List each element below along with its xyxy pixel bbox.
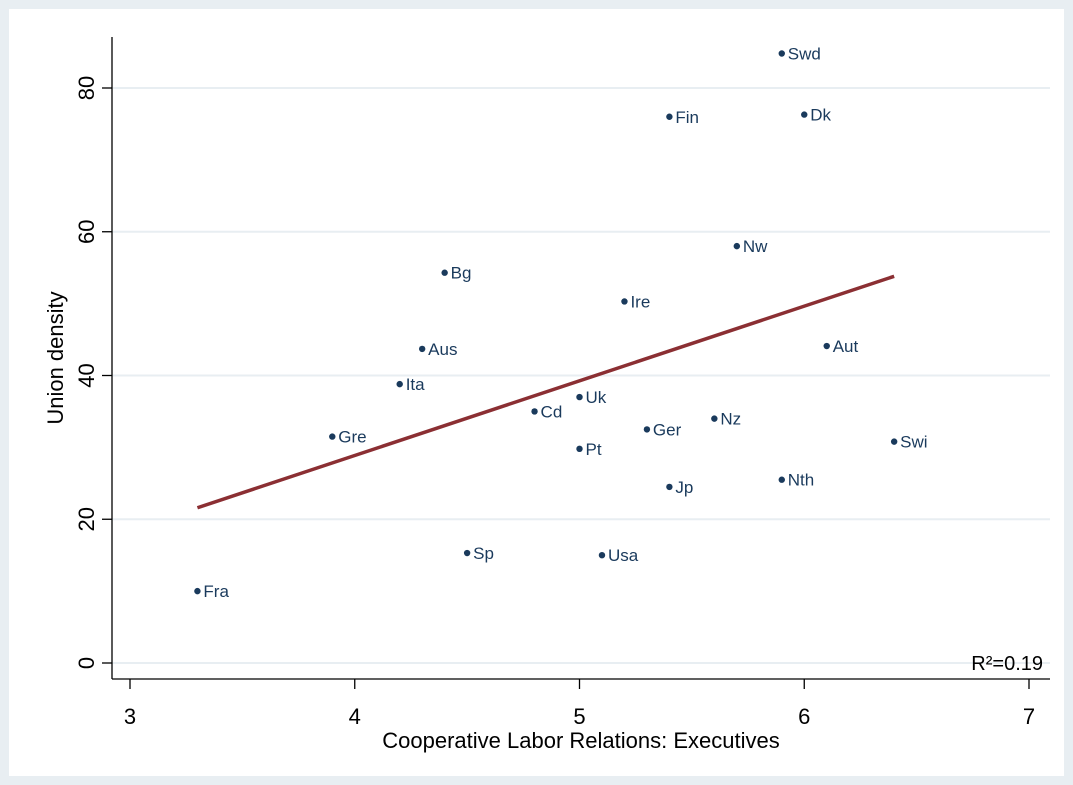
- point-label-ita: Ita: [406, 375, 425, 394]
- y-tick-label-20: 20: [74, 507, 99, 531]
- point-uk: [576, 393, 583, 401]
- point-bg: [441, 269, 448, 276]
- point-label-uk: Uk: [586, 388, 607, 407]
- point-label-bg: Bg: [451, 264, 472, 283]
- point-ger: [643, 426, 651, 433]
- point-label-swi: Swi: [900, 433, 927, 452]
- point-label-aus: Aus: [428, 340, 457, 359]
- point-swd: [778, 50, 785, 57]
- point-nth: [778, 476, 785, 483]
- point-dk: [801, 111, 808, 118]
- point-swi: [890, 438, 898, 445]
- y-axis-title: Union density: [43, 291, 68, 424]
- grid-lines: [112, 87, 1050, 664]
- plot-panel: [9, 9, 1064, 776]
- point-nz: [711, 415, 718, 422]
- point-gre: [329, 433, 336, 440]
- point-label-ire: Ire: [630, 292, 650, 311]
- x-tick-label-5: 5: [573, 704, 585, 729]
- point-label-gre: Gre: [338, 428, 366, 447]
- point-label-jp: Jp: [675, 478, 693, 497]
- fit-line: [196, 274, 895, 510]
- point-fin: [666, 113, 673, 120]
- point-aut: [823, 342, 830, 350]
- fit-line-group: [196, 274, 895, 510]
- y-tick-label-40: 40: [74, 363, 99, 387]
- x-tick-label-6: 6: [798, 704, 810, 729]
- point-label-usa: Usa: [608, 546, 639, 565]
- point-label-sp: Sp: [473, 544, 494, 563]
- point-label-aut: Aut: [833, 337, 859, 356]
- point-label-pt: Pt: [586, 440, 602, 459]
- point-label-dk: Dk: [810, 106, 831, 125]
- point-label-nz: Nz: [720, 410, 741, 429]
- point-label-fin: Fin: [675, 108, 699, 127]
- x-tick-label-7: 7: [1023, 704, 1035, 729]
- tick-labels: 0 20 40 60 80 3 4 5 6 7: [74, 76, 1035, 729]
- y-tick-label-0: 0: [74, 657, 99, 669]
- point-label-nth: Nth: [788, 471, 814, 490]
- point-label-swd: Swd: [788, 45, 821, 64]
- data-points: Swd Fin Dk Nw Bg Ire Aus Aut Ita Uk Cd Nz Ger Gre Swi P…: [194, 45, 928, 601]
- point-label-fra: Fra: [203, 582, 229, 601]
- point-cd: [531, 408, 538, 415]
- r-squared-annotation: R²=0.19: [971, 653, 1043, 675]
- point-sp: [463, 549, 471, 557]
- x-tick-label-4: 4: [349, 704, 361, 729]
- point-pt: [576, 445, 583, 453]
- point-jp: [666, 483, 673, 491]
- point-label-cd: Cd: [541, 402, 563, 421]
- point-ita: [396, 380, 403, 388]
- axes: [102, 37, 1050, 689]
- point-ire: [621, 298, 628, 305]
- x-tick-label-3: 3: [124, 704, 136, 729]
- y-tick-label-60: 60: [74, 220, 99, 244]
- y-tick-label-80: 80: [74, 76, 99, 100]
- point-nw: [733, 242, 741, 250]
- point-aus: [418, 345, 426, 353]
- point-label-nw: Nw: [743, 237, 768, 256]
- point-fra: [194, 587, 201, 595]
- point-usa: [598, 551, 606, 559]
- point-label-ger: Ger: [653, 420, 682, 439]
- x-axis-title: Cooperative Labor Relations: Executives: [382, 728, 779, 753]
